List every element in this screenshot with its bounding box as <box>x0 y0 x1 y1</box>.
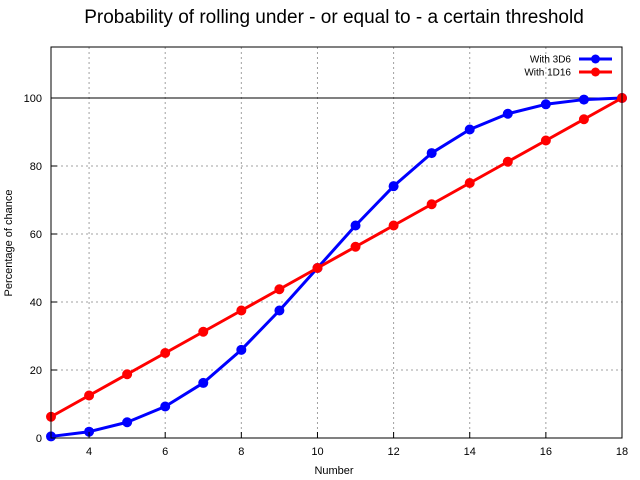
legend: With 3D6 With 1D16 <box>524 54 612 79</box>
data-point <box>350 241 361 252</box>
series-layer <box>46 93 627 442</box>
y-tick-label: 60 <box>30 229 42 241</box>
data-point <box>236 305 247 316</box>
data-point <box>122 369 133 380</box>
data-point <box>84 390 95 401</box>
series-line <box>50 96 623 419</box>
data-point <box>274 284 285 295</box>
data-point <box>198 326 209 337</box>
data-point <box>160 401 171 412</box>
data-point <box>464 124 475 135</box>
y-axis-label: Percentage of chance <box>3 189 15 296</box>
legend-marker <box>591 54 600 64</box>
data-point <box>84 426 95 437</box>
data-point <box>274 305 285 316</box>
plot-frame <box>50 46 623 439</box>
data-point <box>578 94 589 105</box>
legend-marker <box>591 67 600 77</box>
x-tick-label: 6 <box>162 446 168 458</box>
data-point <box>122 417 133 428</box>
x-tick-label: 16 <box>540 446 552 458</box>
data-point <box>198 377 209 388</box>
x-tick-label: 10 <box>311 446 323 458</box>
y-tick-label: 0 <box>36 433 42 445</box>
series-line <box>50 96 623 438</box>
ticks: 4 6 8 10 12 14 16 18 0 20 40 60 80 100 <box>24 93 628 458</box>
data-point <box>236 344 247 355</box>
data-point <box>388 220 399 231</box>
data-point <box>540 135 551 146</box>
y-tick-label: 20 <box>30 365 42 377</box>
x-tick-label: 14 <box>464 446 476 458</box>
legend-label: With 1D16 <box>524 68 571 79</box>
chart-title: Probability of rolling under - or equal … <box>84 7 584 28</box>
data-point <box>464 178 475 188</box>
x-axis-label: Number <box>314 465 353 477</box>
x-tick-label: 8 <box>238 446 244 458</box>
data-point <box>160 348 171 358</box>
data-point <box>350 220 361 231</box>
data-point <box>502 108 513 119</box>
x-tick-label: 4 <box>86 446 92 458</box>
y-tick-label: 100 <box>24 93 42 105</box>
legend-label: With 3D6 <box>530 55 572 66</box>
data-point <box>502 156 513 167</box>
series-1 <box>46 93 627 422</box>
data-point <box>540 99 551 110</box>
x-tick-label: 18 <box>616 446 628 458</box>
y-tick-label: 80 <box>30 161 42 173</box>
data-point <box>578 114 589 125</box>
data-point <box>426 148 437 159</box>
data-point <box>312 263 323 273</box>
data-point <box>388 181 399 192</box>
data-point <box>426 199 437 210</box>
y-tick-label: 40 <box>30 297 42 309</box>
x-tick-label: 12 <box>387 446 399 458</box>
